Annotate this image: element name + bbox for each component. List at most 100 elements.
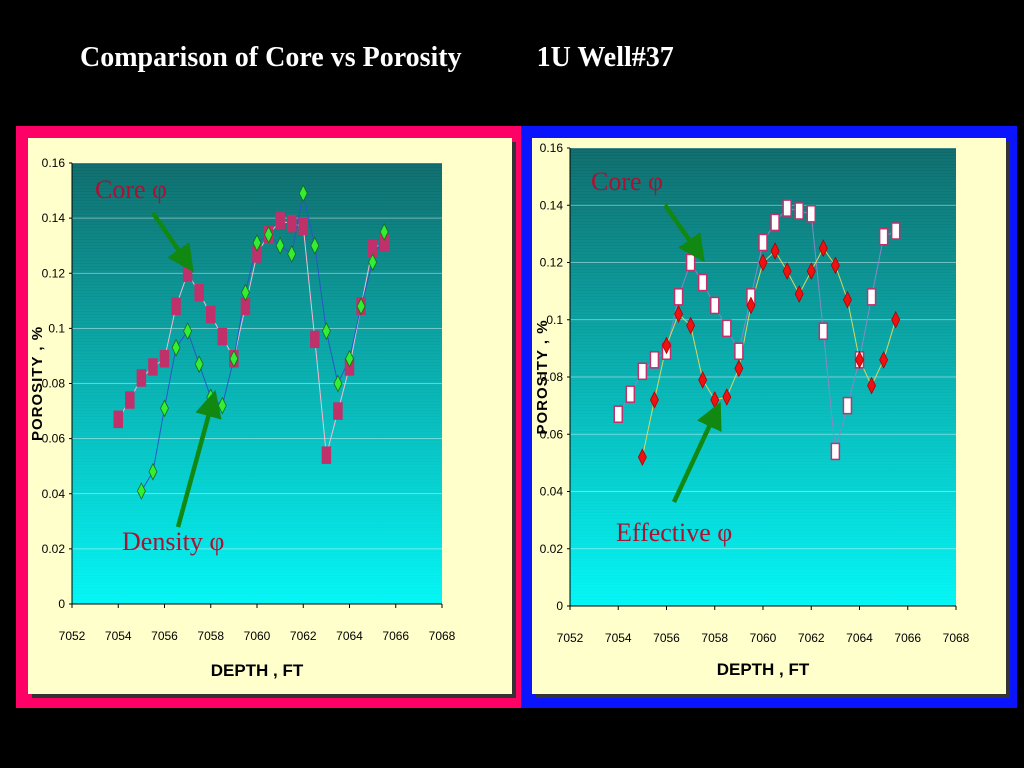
data-point-density [345,349,354,368]
x-tick-label: 7058 [701,631,728,645]
data-point-core [673,288,684,306]
annotation-label: Effective φ [616,518,732,547]
data-point-core [794,202,804,220]
data-point-core [770,213,780,232]
data-point-effective [674,305,684,323]
data-point-effective [855,350,864,369]
data-point-core [321,446,332,464]
data-point-effective [891,310,901,329]
data-point-core [159,349,170,368]
x-tick-label: 7060 [244,629,271,643]
data-point-effective [686,316,696,335]
data-point-density [379,223,389,241]
data-point-effective [637,448,647,467]
data-point-density [298,184,308,203]
y-tick-label: 0.08 [42,377,66,391]
x-tick-label: 7058 [197,629,224,643]
data-point-effective [818,239,828,258]
data-point-core [148,358,158,376]
y-tick-label: 0.12 [540,256,564,270]
y-tick-label: 0.04 [540,485,564,499]
data-point-density [240,283,250,302]
annotation-arrow [175,389,222,528]
annotation-label: Core φ [95,175,167,204]
data-point-core [333,402,343,420]
data-point-core [171,297,181,316]
annotation-arrow [671,401,722,503]
data-point-core [113,410,123,429]
data-point-effective [758,253,768,272]
y-tick-label: 0 [556,599,563,613]
x-tick-label: 7056 [653,631,680,645]
annotation-arrow [663,203,705,263]
x-tick-label: 7064 [846,631,873,645]
page-title: Comparison of Core vs Porosity 1U Well#37 [80,42,674,74]
data-point-core [182,264,193,282]
data-point-effective [649,391,659,409]
data-point-effective [734,359,744,378]
title-left: Comparison of Core vs Porosity [80,42,462,73]
y-tick-label: 0.14 [540,198,564,212]
data-point-density [252,234,262,252]
data-point-core [806,205,816,223]
data-point-density [333,374,343,393]
data-point-effective [782,262,792,280]
series-line-1 [641,247,897,458]
x-tick-label: 7054 [605,631,632,645]
plot-banding [72,165,442,602]
data-point-core [649,351,660,369]
data-point-effective [698,370,708,389]
y-axis-title: POROSITY , % [29,326,46,441]
data-point-core [206,305,216,324]
x-tick-label: 7054 [105,629,132,643]
data-point-core [842,396,853,415]
y-tick-label: 0.12 [42,266,66,280]
data-point-core [782,199,792,217]
data-point-core [310,330,320,349]
data-point-effective [746,296,756,315]
data-point-core [625,385,636,403]
y-tick-label: 0.16 [42,156,66,170]
annotation-label: Core φ [591,167,663,196]
x-tick-label: 7066 [382,629,409,643]
annotation-label: Density φ [122,527,224,556]
data-point-core [136,369,147,387]
data-point-density [229,349,239,368]
data-point-core [697,273,708,292]
data-point-effective [794,285,804,303]
y-tick-label: 0.14 [42,211,66,225]
data-point-density [171,338,181,357]
data-point-density [310,236,320,255]
data-point-core [710,296,720,315]
data-point-density [148,462,158,481]
annotation-arrow [151,211,194,273]
x-tick-label: 7052 [557,631,584,645]
data-point-core [217,327,228,346]
y-tick-label: 0.06 [42,432,66,446]
x-tick-label: 7060 [750,631,777,645]
x-axis-title: DEPTH , FT [717,660,810,679]
data-point-core [125,391,135,409]
data-point-core [818,322,829,340]
data-point-density [356,297,366,316]
data-point-core [866,288,877,306]
y-tick-label: 0 [58,597,65,611]
data-point-density [136,482,146,500]
data-point-effective [867,376,877,395]
x-tick-label: 7056 [151,629,178,643]
x-tick-label: 7052 [59,629,86,643]
y-axis-title: POROSITY , % [534,319,551,434]
y-tick-label: 0.04 [42,487,66,501]
x-axis-title: DEPTH , FT [211,661,304,680]
data-point-effective [879,350,889,369]
data-point-core [613,405,623,423]
y-tick-label: 0.08 [540,370,564,384]
x-tick-label: 7062 [290,629,317,643]
y-tick-label: 0.06 [540,427,564,441]
data-point-core [722,319,732,338]
data-point-core [286,214,297,233]
y-tick-label: 0.16 [540,141,564,155]
data-point-effective [830,256,840,275]
data-point-effective [842,290,852,309]
